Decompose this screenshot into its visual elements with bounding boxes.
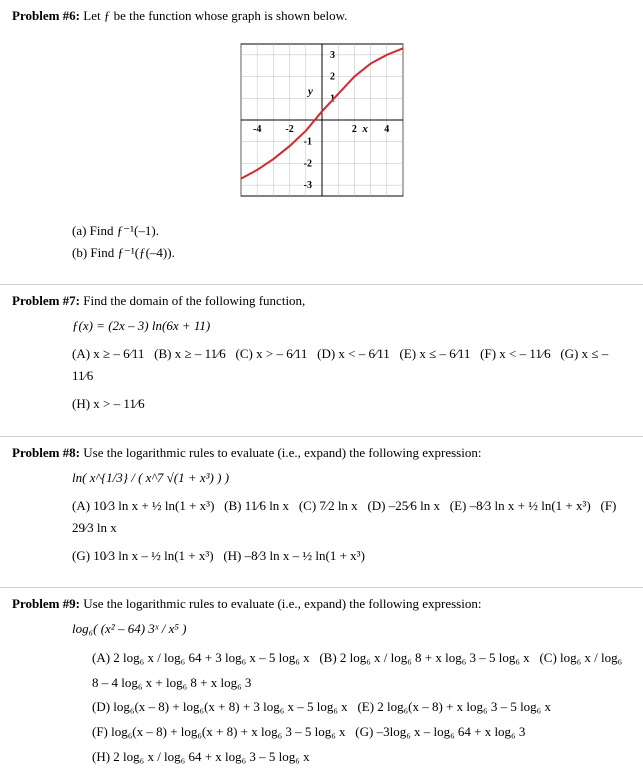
problem-8-prompt: Use the logarithmic rules to evaluate (i… — [80, 445, 481, 460]
option-9D: (D) log₆(x – 8) + log₆(x + 8) + 3 log₆ x… — [92, 699, 348, 714]
option-8C: (C) 7⁄2 ln x — [299, 498, 358, 513]
problem-9-row2: (D) log₆(x – 8) + log₆(x + 8) + 3 log₆ x… — [92, 695, 631, 720]
problem-9: Problem #9: Use the logarithmic rules to… — [0, 587, 643, 783]
problem-6: Problem #6: Let ƒ be the function whose … — [0, 0, 643, 284]
option-8G: (G) 10⁄3 ln x – ½ ln(1 + x³) — [72, 548, 214, 563]
option-9A: (A) 2 log₆ x / log₆ 64 + 3 log₆ x – 5 lo… — [92, 650, 310, 665]
problem-9-row4: (H) 2 log₆ x / log₆ 64 + x log₆ 3 – 5 lo… — [92, 745, 631, 770]
option-8B: (B) 11⁄6 ln x — [224, 498, 289, 513]
option-9H: (H) 2 log₆ x / log₆ 64 + x log₆ 3 – 5 lo… — [92, 749, 310, 764]
problem-8-options-row2: (G) 10⁄3 ln x – ½ ln(1 + x³) (H) –8⁄3 ln… — [72, 545, 631, 567]
problem-6-heading: Problem #6: Let ƒ be the function whose … — [12, 8, 631, 24]
option-7A: (A) x ≥ – 6⁄11 — [72, 346, 144, 361]
svg-text:-3: -3 — [303, 180, 311, 191]
option-7C: (C) x > – 6⁄11 — [236, 346, 308, 361]
option-8H: (H) –8⁄3 ln x – ½ ln(1 + x³) — [223, 548, 365, 563]
problem-6-part-a: (a) Find ƒ⁻¹(–1). — [72, 220, 631, 242]
option-9F: (F) log₆(x – 8) + log₆(x + 8) + x log₆ 3… — [92, 724, 346, 739]
problem-9-heading: Problem #9: Use the logarithmic rules to… — [12, 596, 631, 612]
svg-text:-2: -2 — [303, 158, 311, 169]
problem-8-heading: Problem #8: Use the logarithmic rules to… — [12, 445, 631, 461]
svg-text:x: x — [361, 123, 368, 135]
option-7D: (D) x < – 6⁄11 — [317, 346, 390, 361]
problem-7-heading: Problem #7: Find the domain of the follo… — [12, 293, 631, 309]
option-7E: (E) x ≤ – 6⁄11 — [399, 346, 470, 361]
problem-7: Problem #7: Find the domain of the follo… — [0, 284, 643, 435]
option-7H: (H) x > – 11⁄6 — [72, 396, 145, 411]
problem-6-title: Problem #6: — [12, 8, 80, 23]
option-9B: (B) 2 log₆ x / log₆ 8 + x log₆ 3 – 5 log… — [319, 650, 529, 665]
svg-text:3: 3 — [330, 50, 335, 61]
option-9E: (E) 2 log₆(x – 8) + x log₆ 3 – 5 log₆ x — [357, 699, 551, 714]
problem-8-options-row1: (A) 10⁄3 ln x + ½ ln(1 + x³) (B) 11⁄6 ln… — [72, 495, 631, 539]
svg-text:4: 4 — [384, 124, 389, 135]
problem-6-parts: (a) Find ƒ⁻¹(–1). (b) Find ƒ⁻¹(ƒ(–4)). — [72, 220, 631, 264]
problem-8-title: Problem #8: — [12, 445, 80, 460]
svg-text:-4: -4 — [253, 124, 261, 135]
problem-6-part-b: (b) Find ƒ⁻¹(ƒ(–4)). — [72, 242, 631, 264]
option-9G: (G) –3log₆ x – log₆ 64 + x log₆ 3 — [355, 724, 525, 739]
svg-text:2: 2 — [330, 72, 335, 83]
problem-9-row3: (F) log₆(x – 8) + log₆(x + 8) + x log₆ 3… — [92, 720, 631, 745]
problem-9-title: Problem #9: — [12, 596, 80, 611]
problem-7-prompt: Find the domain of the following functio… — [80, 293, 305, 308]
problem-7-options-row1: (A) x ≥ – 6⁄11 (B) x ≥ – 11⁄6 (C) x > – … — [72, 343, 631, 387]
problem-9-row1: (A) 2 log₆ x / log₆ 64 + 3 log₆ x – 5 lo… — [92, 646, 631, 695]
option-7B: (B) x ≥ – 11⁄6 — [154, 346, 226, 361]
option-7F: (F) x < – 11⁄6 — [480, 346, 550, 361]
svg-text:2: 2 — [351, 124, 356, 135]
problem-6-prompt: Let ƒ be the function whose graph is sho… — [80, 8, 347, 23]
option-8E: (E) –8⁄3 ln x + ½ ln(1 + x³) — [450, 498, 591, 513]
problem-7-func: ƒ(x) = (2x – 3) ln(6x + 11) — [72, 315, 631, 337]
problem-6-chart: -4-224-3-2-1123yx — [227, 30, 417, 210]
problem-7-title: Problem #7: — [12, 293, 80, 308]
problem-9-expr: log₆( (x² – 64) 3ˣ / x⁵ ) — [72, 618, 631, 640]
problem-8: Problem #8: Use the logarithmic rules to… — [0, 436, 643, 587]
svg-text:-2: -2 — [285, 124, 293, 135]
problem-7-options-row2: (H) x > – 11⁄6 — [72, 393, 631, 415]
svg-text:-1: -1 — [303, 137, 311, 148]
option-8A: (A) 10⁄3 ln x + ½ ln(1 + x³) — [72, 498, 214, 513]
svg-text:y: y — [306, 85, 313, 97]
problem-9-options: (A) 2 log₆ x / log₆ 64 + 3 log₆ x – 5 lo… — [92, 646, 631, 769]
option-8D: (D) –25⁄6 ln x — [367, 498, 440, 513]
problem-8-expr: ln( x^{1/3} / ( x^7 √(1 + x³) ) ) — [72, 467, 631, 489]
problem-9-prompt: Use the logarithmic rules to evaluate (i… — [80, 596, 481, 611]
